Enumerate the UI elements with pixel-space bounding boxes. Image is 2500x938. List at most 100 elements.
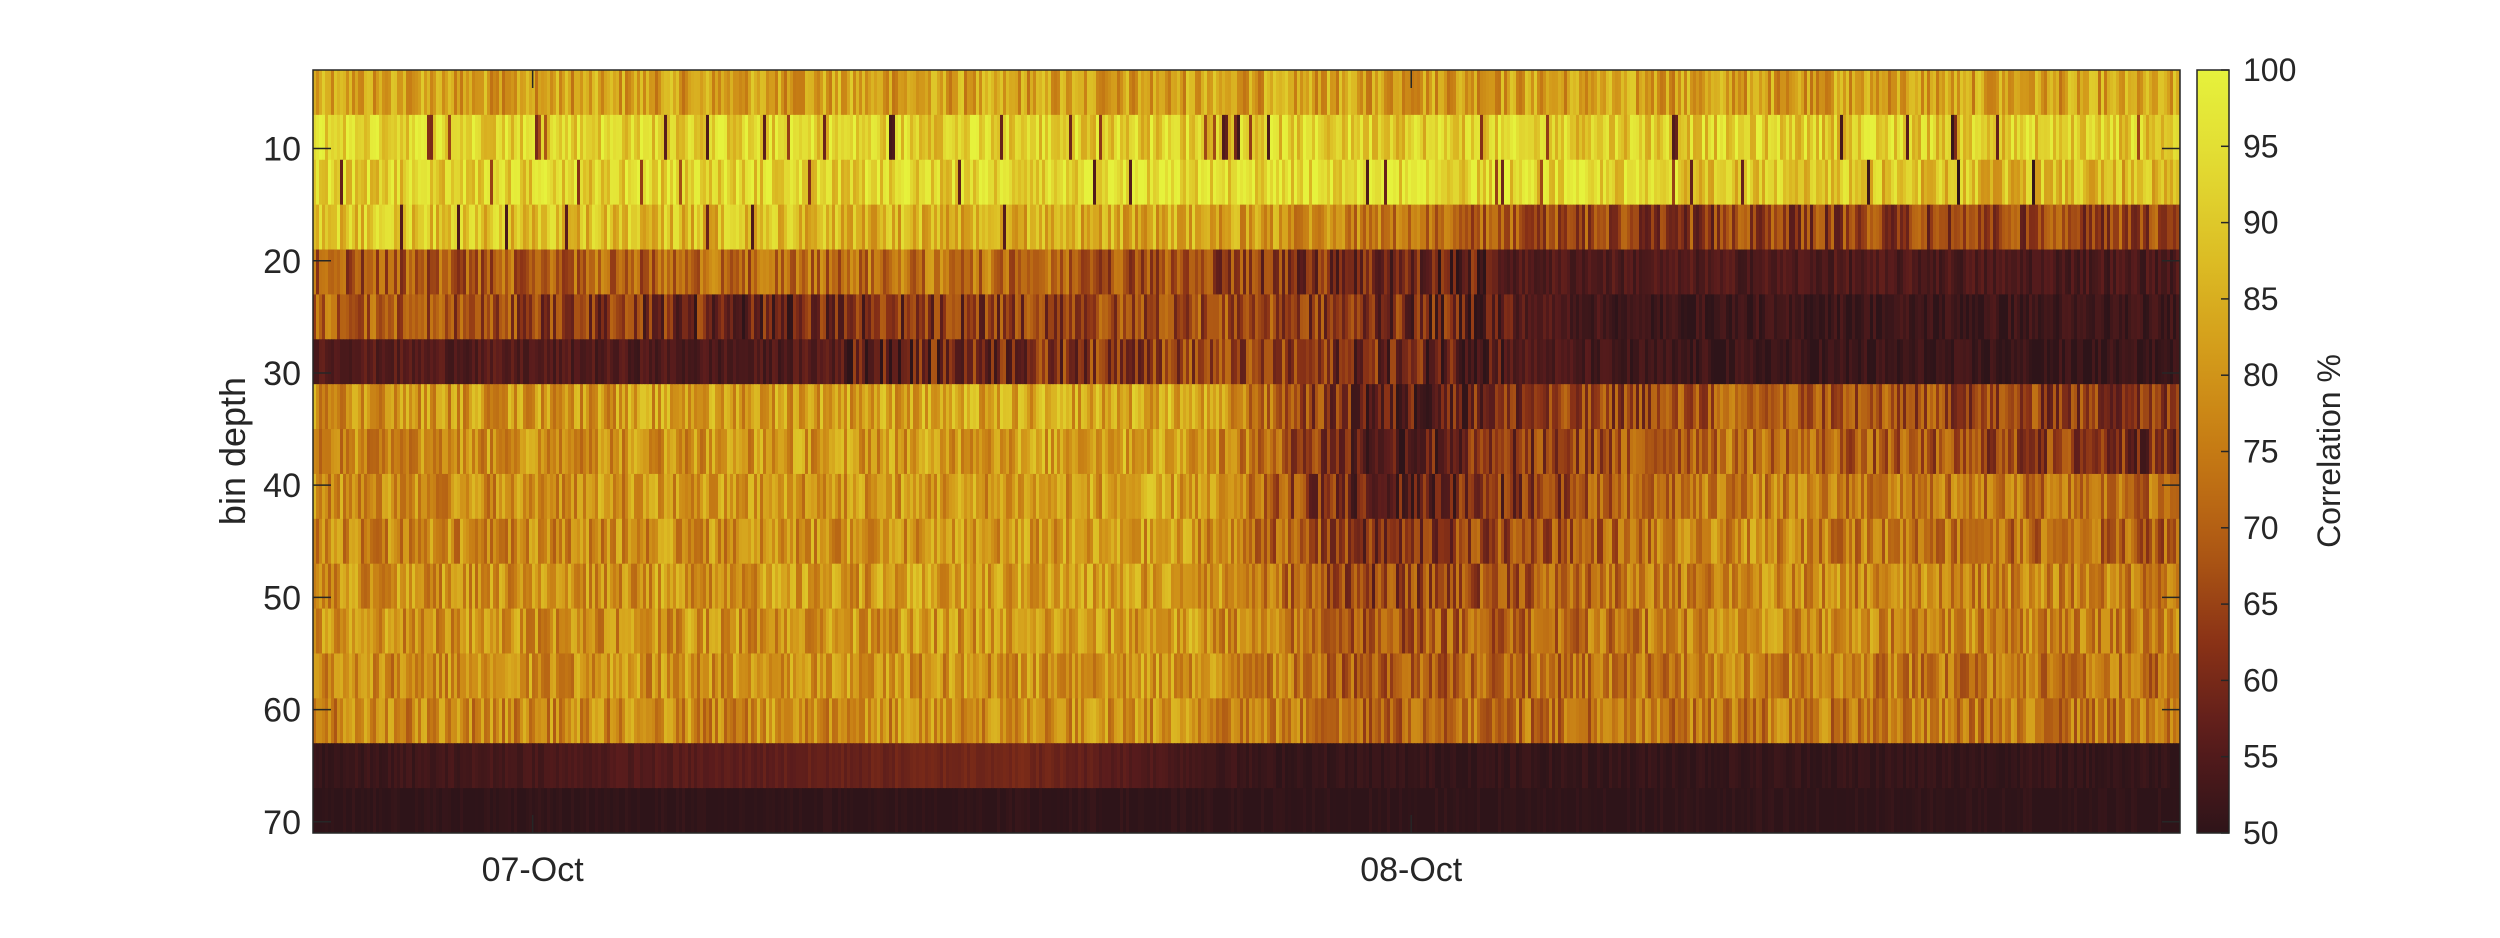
heatmap-cell bbox=[1999, 384, 2003, 430]
heatmap-cell bbox=[1222, 384, 1226, 430]
heatmap-cell bbox=[1342, 249, 1346, 295]
heatmap-cell bbox=[1513, 204, 1517, 250]
heatmap-cell bbox=[1624, 249, 1628, 295]
heatmap-cell bbox=[1276, 384, 1280, 430]
heatmap-cell bbox=[2119, 159, 2123, 206]
heatmap-cell bbox=[1621, 204, 1625, 250]
heatmap-cell bbox=[784, 159, 788, 206]
heatmap-cell bbox=[634, 339, 638, 385]
heatmap-cell bbox=[2044, 114, 2048, 161]
heatmap-cell bbox=[1888, 384, 1892, 430]
heatmap-cell bbox=[1348, 294, 1352, 340]
heatmap-cell bbox=[1114, 249, 1118, 295]
heatmap-cell bbox=[1936, 204, 1940, 250]
heatmap-cell bbox=[1111, 70, 1115, 116]
heatmap-cell bbox=[637, 384, 641, 430]
heatmap-cell bbox=[1054, 159, 1058, 206]
heatmap-cell bbox=[559, 114, 563, 161]
heatmap-cell bbox=[1627, 339, 1631, 385]
heatmap-cell bbox=[700, 204, 704, 250]
heatmap-cell bbox=[943, 70, 947, 116]
heatmap-cell bbox=[751, 204, 755, 250]
heatmap-cell bbox=[649, 204, 653, 250]
heatmap-cell bbox=[1261, 159, 1265, 206]
heatmap-cell bbox=[355, 204, 359, 250]
heatmap-cell bbox=[1669, 294, 1673, 340]
heatmap-cell bbox=[739, 384, 743, 430]
heatmap-cell bbox=[841, 204, 845, 250]
heatmap-cell bbox=[1948, 159, 1952, 206]
heatmap-cell bbox=[1396, 294, 1400, 340]
heatmap-cell bbox=[1222, 70, 1226, 116]
heatmap-cell bbox=[520, 159, 524, 206]
heatmap-cell bbox=[2044, 384, 2048, 430]
heatmap-cell bbox=[922, 70, 926, 116]
heatmap-cell bbox=[1162, 70, 1166, 116]
heatmap-cell bbox=[1498, 159, 1502, 206]
heatmap-cell bbox=[2137, 114, 2141, 161]
heatmap-cell bbox=[1312, 384, 1316, 430]
heatmap-cell bbox=[1750, 70, 1754, 116]
heatmap-cell bbox=[1606, 384, 1610, 430]
heatmap-cell bbox=[2026, 159, 2030, 206]
heatmap-cell bbox=[2149, 159, 2153, 206]
heatmap-cell bbox=[460, 159, 464, 206]
heatmap-cell bbox=[1114, 159, 1118, 206]
heatmap-cell bbox=[1474, 339, 1478, 385]
heatmap-cell bbox=[1099, 384, 1103, 430]
heatmap-cell bbox=[2023, 384, 2027, 430]
heatmap-cell bbox=[685, 159, 689, 206]
heatmap-cell bbox=[1981, 70, 1985, 116]
heatmap-cell bbox=[430, 339, 434, 385]
heatmap-cell bbox=[1687, 204, 1691, 250]
heatmap-cell bbox=[1570, 70, 1574, 116]
heatmap-cell bbox=[1426, 204, 1430, 250]
heatmap-cell bbox=[1642, 339, 1646, 385]
heatmap-cell bbox=[1723, 249, 1727, 295]
heatmap-cell bbox=[829, 114, 833, 161]
heatmap-cell bbox=[388, 339, 392, 385]
heatmap-cell bbox=[778, 384, 782, 430]
heatmap-cell bbox=[2005, 339, 2009, 385]
heatmap-cell bbox=[613, 384, 617, 430]
heatmap-cell bbox=[1423, 339, 1427, 385]
heatmap-cell bbox=[1975, 249, 1979, 295]
heatmap-cell bbox=[316, 70, 320, 116]
heatmap-cell bbox=[1402, 339, 1406, 385]
heatmap-cell bbox=[1177, 339, 1181, 385]
heatmap-cell bbox=[985, 249, 989, 295]
heatmap-cell bbox=[1678, 114, 1682, 161]
heatmap-cell bbox=[907, 70, 911, 116]
heatmap-cell bbox=[1615, 249, 1619, 295]
heatmap-cell bbox=[1699, 114, 1703, 161]
heatmap-cell bbox=[1354, 339, 1358, 385]
heatmap-cell bbox=[1393, 114, 1397, 161]
heatmap-cell bbox=[1501, 294, 1505, 340]
heatmap-cell bbox=[559, 384, 563, 430]
heatmap-cell bbox=[385, 204, 389, 250]
heatmap-cell bbox=[1903, 70, 1907, 116]
heatmap-cell bbox=[424, 70, 428, 116]
heatmap-cell bbox=[1408, 294, 1412, 340]
heatmap-cell bbox=[2023, 294, 2027, 340]
heatmap-cell bbox=[859, 384, 863, 430]
heatmap-cell bbox=[901, 294, 905, 340]
heatmap-cell bbox=[1456, 70, 1460, 116]
heatmap-cell bbox=[1951, 114, 1955, 161]
heatmap-cell bbox=[1186, 339, 1190, 385]
heatmap-cell bbox=[1393, 339, 1397, 385]
heatmap-cell bbox=[1594, 249, 1598, 295]
heatmap-cell bbox=[499, 114, 503, 161]
heatmap-cell bbox=[1363, 70, 1367, 116]
heatmap-cell bbox=[1120, 294, 1124, 340]
heatmap-cell bbox=[553, 384, 557, 430]
heatmap-cell bbox=[1639, 204, 1643, 250]
heatmap-cell bbox=[1840, 70, 1844, 116]
heatmap-cell bbox=[985, 114, 989, 161]
heatmap-cell bbox=[1573, 70, 1577, 116]
heatmap-cell bbox=[1831, 114, 1835, 161]
heatmap-cell bbox=[1474, 204, 1478, 250]
heatmap-cell bbox=[1351, 159, 1355, 206]
heatmap-cell bbox=[1603, 294, 1607, 340]
heatmap-cell bbox=[745, 294, 749, 340]
